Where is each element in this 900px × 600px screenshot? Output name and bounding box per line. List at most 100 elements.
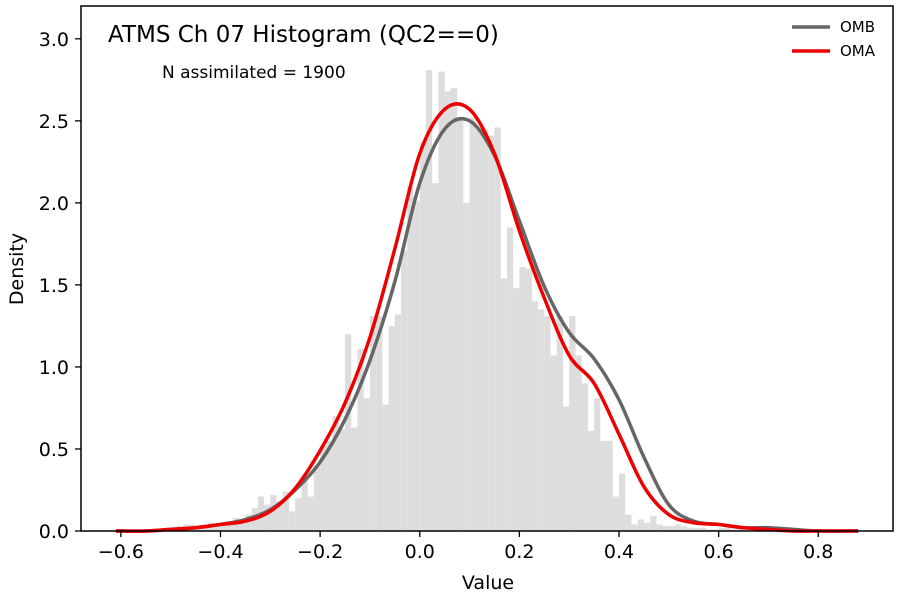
histogram-bar <box>401 250 408 531</box>
histogram-bar <box>513 288 520 531</box>
y-tick-label: 0.0 <box>39 521 69 543</box>
histogram-bar <box>687 527 694 531</box>
histogram-bar <box>531 301 539 531</box>
histogram-bar <box>525 268 532 531</box>
histogram-bar <box>494 127 501 531</box>
histogram-bar <box>369 316 377 531</box>
histogram-bar <box>612 496 620 531</box>
legend: OMB OMA <box>792 18 876 60</box>
histogram-bar <box>394 314 402 531</box>
histogram-bar <box>724 527 732 531</box>
histogram-bar <box>718 527 725 531</box>
histogram-bar <box>650 516 657 531</box>
histogram-bar <box>519 266 526 531</box>
histogram-bar <box>668 526 676 531</box>
x-tick-label: 0.2 <box>504 541 534 563</box>
density-line-oma <box>115 102 859 533</box>
histogram-bar <box>656 524 663 531</box>
histogram-bar <box>550 355 557 531</box>
histogram-bar <box>463 202 470 531</box>
histogram-bar <box>631 524 638 531</box>
y-axis-ticks: 0.0 0.5 1.0 1.5 2.0 2.5 3.0 <box>39 29 81 543</box>
histogram-bar <box>731 529 738 531</box>
histogram-bar <box>569 316 576 531</box>
y-tick-label: 2.5 <box>39 111 69 133</box>
histogram-bar <box>506 227 514 531</box>
histogram-bar <box>482 129 489 531</box>
histogram-bar <box>575 355 582 531</box>
histogram-bar <box>270 494 277 531</box>
histogram-bar <box>457 120 464 531</box>
histogram-bar <box>276 501 283 531</box>
histogram-bar <box>469 117 476 531</box>
histogram-bar <box>376 316 383 531</box>
histogram-bar <box>637 519 644 531</box>
y-tick-label: 1.0 <box>39 357 69 379</box>
histogram-bar <box>320 445 327 531</box>
histogram-bar <box>345 334 352 531</box>
histogram-bar <box>419 142 426 531</box>
histogram-bar <box>600 440 607 531</box>
histogram-bar <box>338 429 346 531</box>
histogram-bar <box>326 440 333 531</box>
histogram-bar <box>438 71 445 531</box>
x-tick-label: 0.8 <box>803 541 833 563</box>
histogram-bar <box>307 496 314 531</box>
histogram-bar <box>214 524 221 531</box>
y-tick-label: 0.5 <box>39 439 69 461</box>
x-tick-label: −0.6 <box>98 541 144 563</box>
histogram-bar <box>693 527 700 531</box>
histogram-bar <box>606 440 613 531</box>
histogram-bar <box>301 478 308 531</box>
histogram-bar <box>712 529 719 531</box>
y-tick-label: 2.0 <box>39 193 69 215</box>
histogram-bar <box>226 521 233 531</box>
histogram-bar <box>432 183 439 531</box>
y-tick-label: 1.5 <box>39 275 69 297</box>
histogram-bar <box>295 498 302 531</box>
x-tick-label: 0.0 <box>405 541 435 563</box>
histogram-bar <box>363 398 370 531</box>
histogram-bar <box>681 526 688 531</box>
histogram-bar <box>388 325 395 531</box>
histogram-bar <box>699 527 707 531</box>
x-tick-label: 0.6 <box>704 541 734 563</box>
histogram-bar <box>220 522 227 531</box>
histogram-bar <box>581 383 588 531</box>
histogram-bar <box>475 129 483 531</box>
density-curves <box>115 102 859 533</box>
histogram-bar <box>587 430 595 531</box>
histogram-bar <box>245 514 252 531</box>
histogram-bar <box>488 135 495 531</box>
legend-label-omb: OMB <box>840 18 875 36</box>
histogram-bar <box>675 524 682 531</box>
x-axis-ticks: −0.6 −0.4 −0.2 0.0 0.2 0.4 0.6 0.8 <box>98 531 833 563</box>
histogram-bar <box>407 186 414 531</box>
histogram-bar <box>556 316 563 531</box>
x-tick-label: 0.4 <box>604 541 634 563</box>
histogram-bars <box>158 69 744 531</box>
histogram-bar <box>332 416 339 531</box>
histogram-bar <box>643 522 651 531</box>
histogram-bar <box>594 398 601 531</box>
histogram-bar <box>619 473 626 531</box>
legend-label-oma: OMA <box>840 42 876 60</box>
histogram-bar <box>425 69 433 531</box>
n-assimilated-annotation: N assimilated = 1900 <box>162 63 346 83</box>
histogram-bar <box>737 529 744 531</box>
histogram-bar <box>444 91 451 531</box>
histogram-bar <box>706 529 713 531</box>
plot-area-frame <box>80 5 894 532</box>
histogram-bar <box>264 504 271 531</box>
x-tick-label: −0.2 <box>297 541 343 563</box>
histogram-bar <box>500 278 507 531</box>
histogram-bar <box>413 201 420 531</box>
histogram-bar <box>662 526 669 531</box>
histogram-bar <box>351 427 358 531</box>
histogram-bar <box>625 514 632 531</box>
histogram-bar <box>538 309 545 531</box>
histogram-bar <box>239 521 246 531</box>
histogram-bar <box>382 404 389 531</box>
histogram-bar <box>544 316 551 531</box>
